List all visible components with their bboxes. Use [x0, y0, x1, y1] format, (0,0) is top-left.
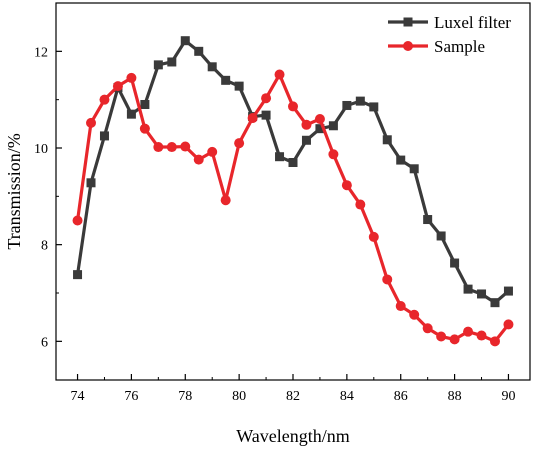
data-point-sample [234, 138, 245, 149]
data-point-sample [288, 101, 298, 112]
y-tick-label: 12 [34, 45, 48, 60]
x-tick-label: 86 [394, 389, 408, 404]
series-luxel-filter [73, 36, 513, 308]
data-point-luxel-filter [450, 258, 460, 268]
data-point-sample [153, 142, 164, 153]
data-point-luxel-filter [477, 289, 487, 299]
legend-marker-sample [403, 41, 413, 51]
data-point-luxel-filter [301, 135, 311, 145]
data-point-sample [409, 309, 420, 320]
x-tick-label: 84 [340, 389, 354, 404]
x-tick-label: 74 [71, 389, 85, 404]
data-point-luxel-filter [423, 215, 433, 225]
data-point-luxel-filter [490, 298, 500, 308]
data-point-luxel-filter [73, 270, 83, 280]
data-point-luxel-filter [234, 81, 244, 91]
x-tick-label: 80 [232, 389, 246, 404]
data-point-luxel-filter [409, 164, 419, 174]
series-layer [72, 36, 514, 347]
data-point-sample [72, 215, 83, 226]
data-point-sample [274, 69, 285, 80]
x-tick-label: 78 [178, 389, 192, 404]
data-point-sample [436, 331, 447, 342]
legend-label-sample: Sample [434, 37, 485, 56]
data-point-sample [422, 323, 433, 334]
x-tick-label: 90 [501, 389, 515, 404]
y-tick-label: 8 [41, 239, 48, 254]
data-point-luxel-filter [180, 36, 190, 46]
data-point-luxel-filter [194, 46, 204, 56]
data-point-sample [476, 330, 487, 341]
data-point-luxel-filter [436, 231, 446, 241]
data-point-sample [193, 154, 204, 165]
data-point-luxel-filter [153, 60, 163, 70]
data-point-sample [328, 149, 339, 160]
data-point-sample [126, 72, 137, 83]
data-point-sample [449, 334, 460, 345]
legend-marker-luxel-filter [403, 17, 413, 27]
data-point-luxel-filter [328, 121, 338, 131]
data-point-luxel-filter [126, 109, 136, 119]
data-point-sample [368, 231, 379, 242]
data-point-luxel-filter [140, 100, 150, 109]
plot-frame [55, 2, 531, 381]
data-point-sample [301, 119, 312, 130]
series-sample [72, 69, 514, 347]
y-axis-title: Transmission/% [4, 133, 24, 249]
data-point-sample [99, 94, 110, 105]
plot-area [55, 2, 531, 381]
data-point-luxel-filter [503, 286, 513, 296]
data-point-sample [395, 301, 406, 312]
data-point-luxel-filter [288, 158, 298, 167]
legend: Luxel filter Sample [388, 13, 511, 56]
data-point-luxel-filter [396, 155, 406, 165]
data-point-sample [180, 141, 191, 152]
data-point-sample [463, 326, 474, 337]
data-point-sample [382, 274, 393, 285]
data-point-luxel-filter [315, 124, 325, 134]
data-point-sample [207, 146, 218, 157]
data-point-sample [112, 81, 123, 92]
x-tick-label: 82 [286, 389, 300, 404]
data-point-sample [503, 319, 514, 330]
x-tick-label: 76 [124, 389, 138, 404]
data-point-sample [355, 199, 366, 210]
data-point-sample [489, 336, 500, 347]
legend-item-sample: Sample [388, 37, 485, 56]
data-point-sample [139, 123, 150, 134]
data-point-sample [166, 142, 177, 153]
axes-layer: 74 76 78 80 82 84 86 88 90 6 8 10 12 [34, 2, 515, 404]
data-point-sample [220, 195, 231, 206]
data-point-luxel-filter [355, 96, 365, 106]
legend-label-luxel-filter: Luxel filter [434, 13, 511, 32]
data-point-luxel-filter [275, 152, 285, 162]
y-tick-label: 10 [34, 142, 48, 157]
series-line-luxel-filter [75, 39, 510, 305]
data-point-luxel-filter [369, 102, 379, 112]
data-point-luxel-filter [99, 131, 109, 141]
data-point-sample [261, 93, 272, 104]
data-point-luxel-filter [261, 110, 271, 120]
data-point-sample [314, 114, 325, 124]
y-tick-label: 6 [41, 335, 48, 350]
data-point-luxel-filter [167, 57, 177, 67]
data-point-luxel-filter [221, 75, 231, 85]
data-point-luxel-filter [342, 100, 352, 110]
series-line-sample [75, 72, 510, 343]
data-point-luxel-filter [86, 178, 96, 188]
data-point-luxel-filter [463, 284, 473, 294]
x-tick-label: 88 [448, 389, 462, 404]
legend-item-luxel-filter: Luxel filter [388, 13, 511, 32]
data-point-sample [247, 113, 258, 124]
data-point-sample [86, 117, 97, 128]
data-point-luxel-filter [382, 135, 392, 145]
data-point-sample [341, 180, 352, 191]
x-axis-title: Wavelength/nm [236, 426, 350, 446]
data-point-luxel-filter [207, 62, 217, 72]
